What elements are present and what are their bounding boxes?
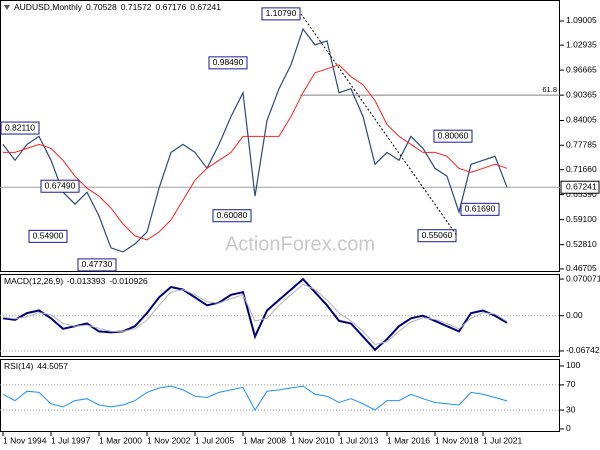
current-price-box bbox=[560, 180, 600, 194]
panel-header: MACD(12,26,9) -0.013393 -0.010926 bbox=[4, 276, 148, 286]
annotation-label: 0.67490 bbox=[45, 180, 76, 190]
annotation-box bbox=[433, 129, 473, 143]
panel-title: MACD(12,26,9) bbox=[4, 276, 63, 286]
annotation-label: 0.61690 bbox=[465, 204, 496, 214]
header-value: 44.5057 bbox=[37, 361, 68, 371]
menu-icon bbox=[4, 5, 10, 10]
annotation-box bbox=[40, 179, 80, 193]
annotation-label: 0.80060 bbox=[438, 130, 469, 140]
x-tick-label: 1 Nov 2002 bbox=[147, 435, 191, 445]
y-tick-label: 0.90365 bbox=[566, 89, 597, 99]
y-tick-label: 0.52810 bbox=[566, 239, 597, 249]
y-tick-label: 100 bbox=[566, 360, 580, 370]
y-tick-label: 0.71660 bbox=[566, 164, 597, 174]
header-value: -0.013393 bbox=[67, 276, 106, 286]
annotation-box bbox=[460, 202, 500, 216]
y-tick-label: 0.96665 bbox=[566, 64, 597, 74]
series-line bbox=[3, 64, 508, 241]
annotation-label: 0.54900 bbox=[33, 231, 64, 241]
header-value: 0.70528 bbox=[86, 2, 117, 12]
header-value: 0.67241 bbox=[190, 2, 221, 12]
annotation-label: 0.60080 bbox=[217, 210, 248, 220]
y-tick-label: 0.46705 bbox=[566, 263, 597, 273]
y-tick-label: -0.067423 bbox=[566, 345, 600, 355]
annotation-box bbox=[0, 121, 40, 135]
x-tick-label: 1 Jul 2013 bbox=[339, 435, 378, 445]
watermark: ActionForex.com bbox=[225, 233, 375, 255]
panel-header: AUDUSD,Monthly 0.70528 0.71572 0.67176 0.672… bbox=[14, 2, 221, 12]
panel-frame bbox=[0, 0, 560, 272]
panel-title: AUDUSD,Monthly bbox=[14, 2, 83, 12]
y-tick-label: 0 bbox=[566, 423, 571, 433]
y-tick-label: 70 bbox=[566, 379, 576, 389]
y-tick-label: 1.09005 bbox=[566, 15, 597, 25]
annotation-label: 0.82110 bbox=[5, 122, 35, 132]
fib-label: 61.8 bbox=[542, 85, 557, 94]
annotation-box bbox=[208, 56, 248, 70]
header-value: -0.010926 bbox=[109, 276, 148, 286]
annotation-label: 0.55060 bbox=[422, 230, 453, 240]
annotation-box bbox=[261, 7, 301, 21]
y-tick-label: 0.59100 bbox=[566, 214, 597, 224]
y-tick-label: 0.00 bbox=[566, 310, 583, 320]
y-tick-label: 0.65390 bbox=[566, 189, 597, 199]
x-tick-label: 1 Mar 2000 bbox=[99, 435, 142, 445]
panel-title: RSI(14) bbox=[4, 361, 33, 371]
x-tick-label: 1 Mar 2008 bbox=[243, 435, 286, 445]
trend-line bbox=[300, 13, 458, 236]
panel-header: RSI(14) 44.5057 bbox=[4, 361, 68, 371]
y-tick-label: 0.77785 bbox=[566, 140, 597, 150]
x-tick-label: 1 Nov 1994 bbox=[3, 435, 47, 445]
x-tick-label: 1 Mar 2016 bbox=[387, 435, 430, 445]
annotation-label: 1.10790 bbox=[266, 8, 297, 18]
y-tick-label: 0.070071 bbox=[566, 273, 600, 283]
annotation-box bbox=[77, 258, 117, 272]
annotation-box bbox=[28, 229, 68, 243]
y-tick-label: 0.84005 bbox=[566, 115, 597, 125]
x-tick-label: 1 Nov 2010 bbox=[291, 435, 335, 445]
header-value: 0.67176 bbox=[156, 2, 187, 12]
header-value: 0.71572 bbox=[121, 2, 152, 12]
series-line bbox=[2, 277, 508, 352]
annotation-box bbox=[417, 229, 457, 243]
annotation-box bbox=[212, 209, 252, 223]
annotation-label: 0.47730 bbox=[82, 259, 113, 269]
y-tick-label: 1.02935 bbox=[566, 39, 597, 49]
series-line bbox=[2, 385, 508, 412]
x-tick-label: 1 Jul 1997 bbox=[51, 435, 90, 445]
y-tick-label: 30 bbox=[566, 404, 576, 414]
panel-frame bbox=[0, 359, 560, 432]
x-tick-label: 1 Nov 2018 bbox=[435, 435, 479, 445]
series-line bbox=[2, 283, 508, 346]
x-tick-label: 1 Jul 2021 bbox=[483, 435, 522, 445]
current-price-label: 0.67241 bbox=[566, 181, 597, 191]
series-line bbox=[2, 27, 508, 253]
x-tick-label: 1 Jul 2005 bbox=[195, 435, 234, 445]
annotation-label: 0.98490 bbox=[213, 57, 244, 67]
